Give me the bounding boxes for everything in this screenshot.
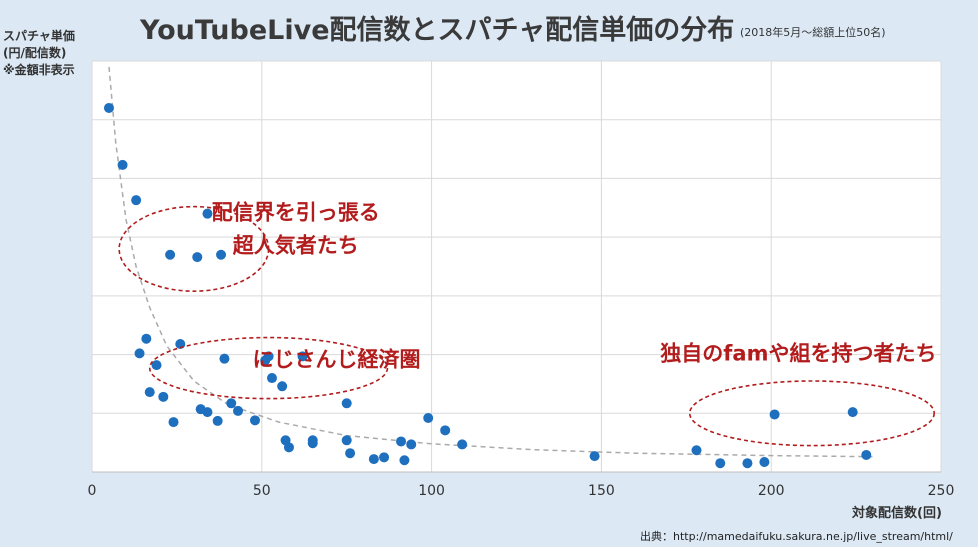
data-point [216,249,227,260]
annotation-label: 独自のfamや組を持つ者たち [660,341,936,365]
chart-title: YouTubeLive配信数とスパチャ配信単価の分布 [140,15,735,46]
data-point [341,398,352,409]
data-point [165,249,176,260]
data-point [440,425,451,436]
data-point [233,405,244,416]
data-point [396,436,407,447]
x-tick-label: 250 [928,483,955,499]
annotation-ellipse [688,380,936,447]
data-point [423,412,434,423]
x-tick-label: 200 [758,483,785,499]
x-tick-label: 100 [418,483,445,499]
data-point [759,457,770,468]
data-point [131,195,142,206]
x-tick-label: 0 [88,483,97,499]
data-point [283,442,294,453]
data-point [399,455,410,466]
y-axis-label: スパチャ単価 (円/配信数) ※金額非表示 [3,28,75,79]
data-point [589,451,600,462]
x-tick-label: 150 [588,483,615,499]
data-point [226,398,237,409]
data-point [769,409,780,420]
source-credit: 出典：http://mamedaifuku.sakura.ne.jp/live_… [640,530,953,543]
data-point [263,351,274,362]
data-point [117,159,128,170]
data-point [192,252,203,263]
y-axis-label-line: (円/配信数) [3,46,67,60]
annotation-label: 超人気者たち [233,234,359,258]
data-point [266,373,277,384]
data-point [297,351,308,362]
data-point [202,208,213,219]
data-point [345,448,356,459]
grid-lines [91,60,942,473]
x-tick-labels: 0 50 100 150 200 250 [88,483,955,499]
data-points [103,102,872,469]
annotation-label: 配信界を引っ張る [212,201,380,225]
data-point [457,439,468,450]
data-point [168,417,179,428]
data-point [742,458,753,469]
data-point [134,348,145,359]
data-point [368,454,379,465]
annotation-ellipse [118,205,270,292]
data-point [341,435,352,446]
data-point [151,360,162,371]
data-point [715,458,726,469]
data-point [250,415,261,426]
data-point [691,445,702,456]
data-point [144,387,155,398]
data-point [277,381,288,392]
chart-subtitle: (2018年5月～総額上位50名) [740,26,886,39]
data-point [103,102,114,113]
data-point [861,449,872,460]
y-axis-label-line: スパチャ単価 [3,29,75,43]
annotation-ellipse [148,336,389,400]
data-point [307,438,318,449]
data-point [847,407,858,418]
data-point [141,333,152,344]
data-point [219,353,230,364]
data-point [379,452,390,463]
annotation-label: にじさんじ経済圏 [253,347,421,371]
data-point [202,407,213,418]
data-point [158,391,169,402]
data-point [406,439,417,450]
data-point [212,415,223,426]
plot-area [92,61,941,472]
x-axis-label: 対象配信数(回) [852,506,942,521]
y-axis-label-line: ※金額非表示 [3,63,75,77]
x-tick-label: 50 [253,483,271,499]
